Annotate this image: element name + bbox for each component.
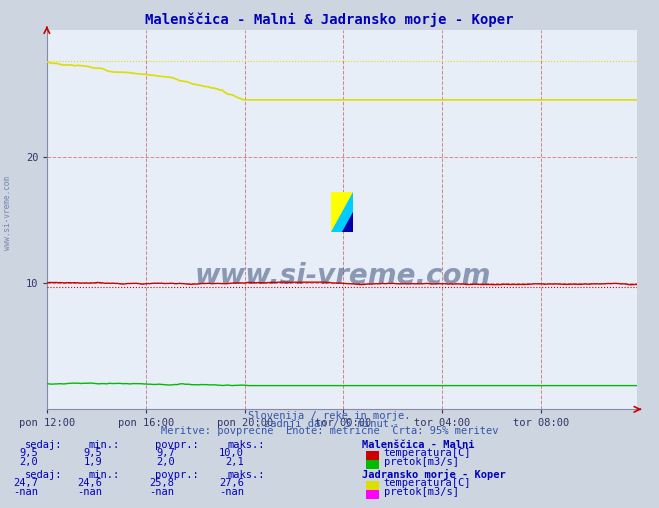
Text: temperatura[C]: temperatura[C]: [384, 478, 471, 488]
Polygon shape: [331, 193, 353, 232]
Text: 2,0: 2,0: [20, 457, 38, 467]
Text: 25,8: 25,8: [150, 478, 175, 488]
Text: 9,7: 9,7: [156, 448, 175, 458]
Text: maks.:: maks.:: [227, 440, 265, 450]
Text: Malenščica - Malni & Jadransko morje - Koper: Malenščica - Malni & Jadransko morje - K…: [145, 12, 514, 26]
Text: www.si-vreme.com: www.si-vreme.com: [194, 263, 490, 291]
Text: 2,0: 2,0: [156, 457, 175, 467]
Text: -nan: -nan: [13, 487, 38, 497]
Text: sedaj:: sedaj:: [25, 469, 63, 480]
Polygon shape: [343, 212, 353, 232]
Text: 10,0: 10,0: [219, 448, 244, 458]
Text: zadnji dan / 5 minut.: zadnji dan / 5 minut.: [264, 419, 395, 429]
Text: Jadransko morje - Koper: Jadransko morje - Koper: [362, 468, 506, 480]
Text: min.:: min.:: [89, 469, 120, 480]
Text: Meritve: povprečne  Enote: metrične  Črta: 95% meritev: Meritve: povprečne Enote: metrične Črta:…: [161, 424, 498, 436]
Text: 2,1: 2,1: [225, 457, 244, 467]
Text: min.:: min.:: [89, 440, 120, 450]
Text: 24,6: 24,6: [77, 478, 102, 488]
Text: 9,5: 9,5: [20, 448, 38, 458]
Text: -nan: -nan: [77, 487, 102, 497]
Text: 1,9: 1,9: [84, 457, 102, 467]
Text: Slovenija / reke in morje.: Slovenija / reke in morje.: [248, 411, 411, 421]
Text: temperatura[C]: temperatura[C]: [384, 448, 471, 458]
Text: pretok[m3/s]: pretok[m3/s]: [384, 457, 459, 467]
Polygon shape: [331, 193, 353, 232]
Text: sedaj:: sedaj:: [25, 440, 63, 450]
Text: povpr.:: povpr.:: [155, 469, 198, 480]
Text: povpr.:: povpr.:: [155, 440, 198, 450]
Text: -nan: -nan: [150, 487, 175, 497]
Text: Malenščica - Malni: Malenščica - Malni: [362, 440, 475, 450]
Text: -nan: -nan: [219, 487, 244, 497]
Text: pretok[m3/s]: pretok[m3/s]: [384, 487, 459, 497]
Text: www.si-vreme.com: www.si-vreme.com: [3, 176, 13, 250]
Text: 9,5: 9,5: [84, 448, 102, 458]
Text: maks.:: maks.:: [227, 469, 265, 480]
Text: 24,7: 24,7: [13, 478, 38, 488]
Text: 27,6: 27,6: [219, 478, 244, 488]
